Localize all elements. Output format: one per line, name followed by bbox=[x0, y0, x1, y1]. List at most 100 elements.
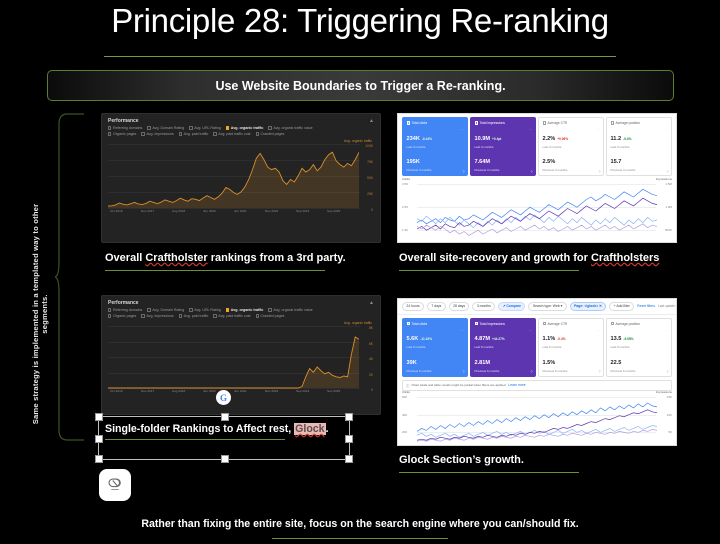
google-marker-icon[interactable]: G bbox=[216, 390, 231, 405]
ahrefs-top-checkbox-3[interactable]: Avg. organic traffic bbox=[225, 126, 263, 130]
y-tick-label: 6K bbox=[368, 341, 373, 346]
ahrefs-top-checkbox-2[interactable]: Avg. URL Rating bbox=[189, 126, 221, 130]
ahrefs-top-checkbox-0[interactable]: Referring domains bbox=[108, 126, 142, 130]
ahrefs-top-checkbox-1[interactable]: Avg. Domain Rating bbox=[147, 126, 184, 130]
gsc-bottom-metric-cards: Total clicks 5.6K -11.19% Last 6 months 39K P… bbox=[398, 315, 676, 379]
ahrefs-bottom-checkbox-3[interactable]: Avg. paid traffic cost bbox=[213, 314, 251, 318]
gsc-bottom-metric-card-3[interactable]: Average position 13.5 -9.05% Last 6 months 2… bbox=[606, 317, 672, 377]
gsc-range-pill-1[interactable]: 7 days bbox=[426, 302, 446, 311]
metric-delta: +0.06% bbox=[557, 136, 569, 141]
gsc-top-metric-card-1[interactable]: Total impressions 10.9M +0.4pt Last 3 month… bbox=[470, 117, 536, 177]
gsc-range-pill-3[interactable]: 3 months bbox=[472, 302, 496, 311]
chevron-up-icon[interactable]: ▲ bbox=[369, 300, 374, 306]
gsc-top-chart[interactable]: Clicks Impressions 3.5K2.5K1.5K01.5M1.0M… bbox=[402, 177, 672, 242]
y-tick-label: 25K bbox=[367, 192, 373, 196]
ahrefs-bottom-checkbox-0[interactable]: Referring domains bbox=[108, 308, 142, 312]
help-icon[interactable]: ? bbox=[530, 169, 533, 174]
gsc-filter-pill-1[interactable]: Page: </glock> ✕ bbox=[569, 302, 607, 311]
help-icon[interactable]: ? bbox=[598, 169, 601, 174]
gsc-filter-pill-2[interactable]: + Add filter bbox=[609, 302, 635, 311]
help-icon[interactable]: ? bbox=[666, 169, 669, 174]
ahrefs-bottom-filters: Referring domains Avg. Domain Rating Avg. … bbox=[102, 308, 380, 318]
help-icon[interactable]: ? bbox=[462, 169, 465, 174]
ahrefs-bottom-checkbox-2[interactable]: Avg. paid traffic bbox=[178, 314, 208, 318]
help-icon[interactable]: ? bbox=[462, 370, 465, 375]
checkbox-icon[interactable] bbox=[474, 322, 478, 326]
gridline bbox=[108, 160, 360, 161]
ahrefs-bottom-checkbox-2[interactable]: Avg. URL Rating bbox=[189, 308, 221, 312]
chevron-up-icon[interactable]: ▲ bbox=[369, 118, 374, 124]
resize-handle-nw[interactable] bbox=[95, 413, 103, 421]
checkbox-icon[interactable] bbox=[610, 322, 614, 326]
metric-value: 1.1% bbox=[542, 336, 556, 343]
help-icon[interactable]: ? bbox=[530, 370, 533, 375]
resize-handle-se[interactable] bbox=[345, 455, 353, 463]
resize-handle-e[interactable] bbox=[345, 435, 353, 443]
gsc-panel-top: Total clicks 234K -8.44% Last 3 months 195K P… bbox=[397, 113, 677, 243]
ahrefs-bottom-checkbox-1[interactable]: Avg. impressions bbox=[141, 314, 174, 318]
resize-handle-sw[interactable] bbox=[95, 455, 103, 463]
metric-delta: -8.44% bbox=[421, 136, 432, 141]
checkbox-icon bbox=[213, 314, 217, 318]
ahrefs-bottom-checkbox-4[interactable]: Crawled pages bbox=[255, 314, 285, 318]
resize-handle-w[interactable] bbox=[95, 435, 103, 443]
selected-textbox[interactable]: Single-folder Rankings to Affect rest, G… bbox=[95, 413, 353, 463]
gsc-bottom-metric-card-1[interactable]: Total impressions 4.87M +44.27% Last 6 mont… bbox=[470, 317, 536, 377]
checkbox-icon bbox=[108, 314, 112, 318]
checkbox-icon bbox=[141, 314, 145, 318]
checkbox-icon[interactable] bbox=[406, 322, 410, 326]
metric-dots: ··· bbox=[461, 127, 464, 131]
gsc-range-pill-2[interactable]: 28 days bbox=[448, 302, 470, 311]
checkbox-icon[interactable] bbox=[406, 121, 410, 125]
checkbox-icon[interactable] bbox=[542, 121, 546, 125]
resize-handle-n[interactable] bbox=[221, 413, 229, 421]
metric-delta: +44.27% bbox=[492, 337, 505, 342]
gsc-bottom-metric-card-0[interactable]: Total clicks 5.6K -11.19% Last 6 months 39K P… bbox=[402, 317, 468, 377]
ahrefs-top-checkbox-0[interactable]: Organic pages bbox=[108, 132, 136, 136]
y-tick-label: 50K bbox=[367, 176, 373, 180]
checkbox-icon bbox=[255, 132, 259, 136]
ahrefs-top-chart[interactable]: Avg. organic traffic 100K 75K 50K 25K 0 Oct … bbox=[108, 139, 374, 216]
ahrefs-bottom-checkbox-1[interactable]: Avg. Domain Rating bbox=[147, 308, 184, 312]
caption-top-left: Overall Craftholster rankings from a 3rd… bbox=[105, 252, 346, 264]
checkbox-icon[interactable] bbox=[474, 121, 478, 125]
ahrefs-top-checkbox-2[interactable]: Avg. paid traffic bbox=[178, 132, 208, 136]
ahrefs-bottom-chart[interactable]: Avg. organic traffic 8K 6K 4K 2K 0 Oct 2016 N… bbox=[108, 321, 374, 396]
checkbox-icon[interactable] bbox=[610, 121, 614, 125]
checkbox-icon[interactable] bbox=[542, 322, 546, 326]
gsc-top-metric-card-2[interactable]: Average CTR 2.2% +0.06% Last 3 months 2.5% Pr… bbox=[538, 117, 604, 177]
gsc-top-metric-card-0[interactable]: Total clicks 234K -8.44% Last 3 months 195K P… bbox=[402, 117, 468, 177]
help-icon[interactable]: ? bbox=[598, 370, 601, 375]
gsc-range-pill-4[interactable]: ↗ Compare bbox=[498, 302, 526, 311]
ahrefs-bottom-checkbox-3[interactable]: Avg. organic traffic bbox=[225, 308, 263, 312]
y-tick-label: 8K bbox=[368, 326, 373, 330]
y-right-tick: 15K bbox=[666, 394, 672, 399]
metric-header: Average CTR bbox=[542, 121, 600, 125]
resize-handle-ne[interactable] bbox=[345, 413, 353, 421]
ahrefs-bottom-checkbox-label: Crawled pages bbox=[260, 314, 285, 318]
ahrefs-bottom-checkbox-4[interactable]: Avg. organic traffic value bbox=[268, 308, 313, 312]
ahrefs-top-checkbox-4[interactable]: Crawled pages bbox=[255, 132, 284, 136]
resize-handle-s[interactable] bbox=[221, 455, 229, 463]
gsc-reset-filters-link[interactable]: Reset filters bbox=[637, 304, 656, 309]
x-tick-label: Oct 2016 bbox=[110, 389, 123, 393]
checkbox-icon bbox=[213, 132, 217, 136]
gsc-bottom-notice-link[interactable]: Learn more bbox=[508, 383, 526, 388]
ahrefs-top-checkbox-1[interactable]: Avg. impressions bbox=[141, 132, 174, 136]
gsc-bottom-metric-card-2[interactable]: Average CTR 1.1% -0.4% Last 6 months 1.5% Pre… bbox=[538, 317, 604, 377]
gsc-bottom-chart[interactable]: Clicks Impressions 600400200015K10K5K bbox=[402, 390, 672, 445]
selected-textbox-text-after: . bbox=[325, 423, 329, 435]
gsc-range-pill-0[interactable]: 24 hours bbox=[402, 302, 424, 311]
ahrefs-top-checkbox-4[interactable]: Avg. organic traffic value bbox=[268, 126, 313, 130]
ahrefs-top-checkbox-label: Avg. Domain Rating bbox=[152, 126, 185, 130]
selected-textbox-highlighted-word[interactable]: Glock bbox=[294, 423, 326, 435]
ahrefs-bottom-checkbox-0[interactable]: Organic pages bbox=[108, 314, 136, 318]
gsc-top-metric-card-3[interactable]: Average position 11.2 -0.4% Last 3 months 15… bbox=[606, 117, 672, 177]
gsc-filter-pill-0[interactable]: Search type: Web ▾ bbox=[528, 302, 567, 311]
designer-fab-button[interactable] bbox=[99, 469, 131, 501]
metric-period: Last 6 months bbox=[406, 345, 426, 350]
ahrefs-top-checkbox-3[interactable]: Avg. paid traffic cost bbox=[213, 132, 251, 136]
metric-prev-period: Previous 3 months bbox=[610, 168, 636, 173]
help-icon[interactable]: ? bbox=[666, 370, 669, 375]
checkbox-icon bbox=[141, 132, 145, 136]
